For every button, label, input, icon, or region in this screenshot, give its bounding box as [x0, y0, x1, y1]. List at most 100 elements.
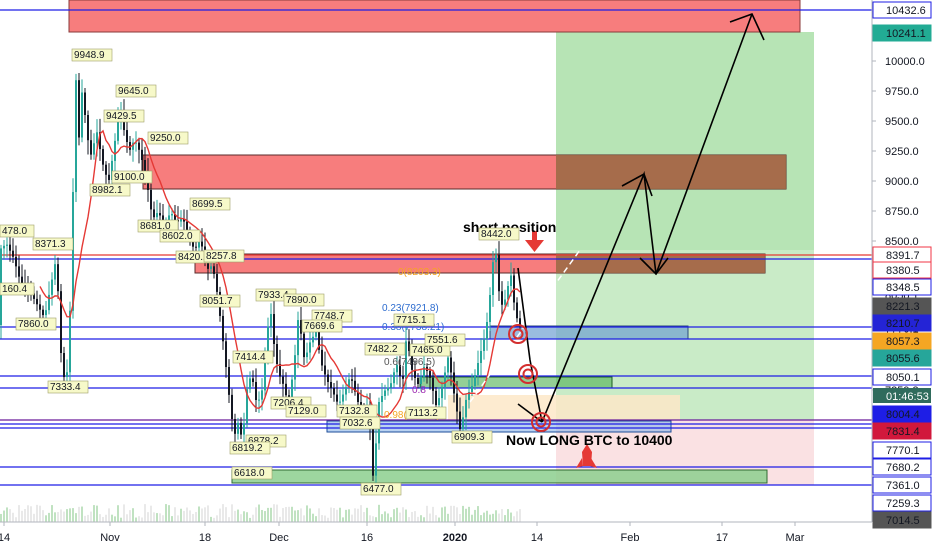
volume-bar-11 — [33, 513, 35, 522]
candle-body-19 — [57, 264, 59, 292]
y-tick-label-5: 8750.0 — [885, 206, 919, 218]
volume-bar-25 — [75, 513, 77, 522]
candle-body-31 — [93, 143, 95, 155]
candle-body-25 — [75, 80, 77, 193]
x-tick-label-1: Nov — [100, 532, 120, 544]
price-label-box-0 — [0, 224, 35, 238]
price-label-13: 8602.0 — [162, 231, 193, 242]
volume-bar-23 — [69, 508, 71, 522]
candle-body-39 — [117, 116, 119, 141]
price-badge-text-7: 8057.3 — [886, 336, 920, 348]
volume-bar-57 — [171, 516, 173, 522]
volume-bar-17 — [51, 505, 53, 522]
volume-bar-152 — [456, 507, 458, 522]
volume-bar-21 — [63, 511, 65, 522]
price-badge-text-13: 7680.2 — [886, 462, 920, 474]
down-arrow-path — [517, 267, 543, 423]
candle-body-72 — [216, 273, 218, 292]
candle-body-89 — [267, 326, 269, 355]
volume-bar-135 — [405, 509, 407, 522]
volume-bar-163 — [489, 514, 491, 522]
volume-bar-86 — [258, 504, 260, 522]
volume-bar-71 — [213, 517, 215, 522]
candle-body-52 — [156, 213, 158, 218]
volume-bar-151 — [453, 505, 455, 522]
volume-bar-46 — [138, 516, 140, 522]
candle-body-37 — [111, 160, 113, 180]
price-label-box-31 — [393, 313, 435, 327]
candle-body-106 — [318, 332, 320, 350]
candle-body-141 — [423, 366, 425, 377]
price-label-box-34 — [405, 406, 447, 420]
volume-bar-106 — [318, 508, 320, 522]
price-badge-13 — [872, 458, 932, 476]
candle-body-90 — [270, 314, 272, 327]
price-label-8: 9250.0 — [150, 133, 181, 144]
price-label-box-26 — [231, 466, 273, 480]
candle-body-13 — [39, 304, 41, 310]
candle-body-148 — [444, 372, 446, 387]
candle-body-100 — [300, 320, 302, 334]
volume-bar-148 — [444, 506, 446, 522]
candle-body-11 — [33, 293, 35, 299]
candle-body-169 — [507, 286, 509, 300]
volume-bar-38 — [114, 516, 116, 522]
volume-bar-117 — [351, 514, 353, 522]
candle-body-131 — [393, 372, 395, 384]
candle-body-79 — [237, 422, 239, 434]
countdown-badge — [873, 388, 931, 403]
volume-bar-8 — [24, 508, 26, 522]
volume-bar-4 — [12, 512, 14, 522]
candle-body-85 — [255, 382, 257, 400]
candle-body-32 — [96, 132, 98, 144]
volume-bar-78 — [234, 510, 236, 522]
price-badge-text-10: 8004.4 — [886, 409, 920, 421]
price-label-26: 6618.0 — [234, 468, 265, 479]
volume-bar-6 — [18, 505, 20, 522]
candle-body-116 — [348, 379, 350, 388]
volume-bar-34 — [102, 516, 104, 522]
price-label-14: 8420.1 — [178, 252, 209, 263]
volume-bar-22 — [66, 509, 68, 522]
price-badge-text-6: 8210.7 — [886, 318, 920, 330]
candle-body-117 — [351, 379, 353, 381]
volume-bar-51 — [153, 512, 155, 522]
price-badge-5 — [872, 297, 932, 315]
volume-bar-166 — [498, 513, 500, 522]
candle-body-78 — [234, 418, 236, 434]
volume-bar-94 — [282, 508, 284, 522]
volume-bar-107 — [321, 515, 323, 522]
candle-body-98 — [294, 355, 296, 380]
volume-bar-88 — [264, 511, 266, 522]
candle-body-51 — [153, 209, 155, 218]
candle-body-69 — [207, 262, 209, 269]
candle-body-150 — [450, 357, 452, 373]
price-label-36: 8442.0 — [481, 229, 512, 240]
price-label-15: 8257.8 — [206, 251, 237, 262]
candle-body-157 — [471, 386, 473, 392]
candle-body-133 — [399, 364, 401, 376]
candle-body-23 — [69, 310, 71, 373]
candle-body-12 — [36, 298, 38, 305]
candle-body-33 — [99, 132, 101, 150]
moving-average-line — [39, 129, 521, 418]
volume-bar-90 — [270, 507, 272, 522]
volume-bar-0 — [0, 513, 2, 522]
price-badge-7 — [872, 332, 932, 350]
candle-body-139 — [417, 378, 419, 384]
candle-body-165 — [495, 254, 497, 263]
candle-body-172 — [516, 302, 518, 319]
candle-body-125 — [375, 443, 377, 476]
volume-bar-123 — [369, 515, 371, 522]
volume-bar-92 — [276, 504, 278, 522]
countdown-text: 01:46:53 — [886, 391, 929, 403]
volume-bar-1 — [3, 510, 5, 522]
price-label-16: 8051.7 — [202, 296, 233, 307]
candle-body-147 — [441, 386, 443, 399]
volume-bar-128 — [384, 511, 386, 522]
y-tick-label-1: 9750.0 — [885, 86, 919, 98]
volume-bar-91 — [273, 504, 275, 522]
x-tick-label-5: 2020 — [443, 532, 467, 544]
long-target-note: Now LONG BTC to 10400 — [506, 432, 673, 448]
candle-body-132 — [396, 364, 398, 373]
